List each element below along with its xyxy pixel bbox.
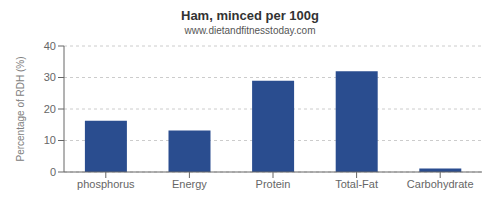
svg-text:Protein: Protein xyxy=(256,178,291,190)
svg-text:10: 10 xyxy=(44,134,56,146)
svg-text:20: 20 xyxy=(44,103,56,115)
html-text:www.dietandfitnesstoday.com: www.dietandfitnesstoday.com xyxy=(184,25,316,36)
svg-text:phosphorus: phosphorus xyxy=(77,178,135,190)
svg-text:Total-Fat: Total-Fat xyxy=(335,178,378,190)
svg-text:Energy: Energy xyxy=(172,178,207,190)
svg-text:40: 40 xyxy=(44,40,56,52)
svg-text:0: 0 xyxy=(50,166,56,178)
html-text:Ham, minced per 100g: Ham, minced per 100g xyxy=(181,8,319,23)
svg-text:Percentage of RDH (%): Percentage of RDH (%) xyxy=(15,56,26,161)
svg-text:Carbohydrate: Carbohydrate xyxy=(407,178,474,190)
svg-text:30: 30 xyxy=(44,71,56,83)
